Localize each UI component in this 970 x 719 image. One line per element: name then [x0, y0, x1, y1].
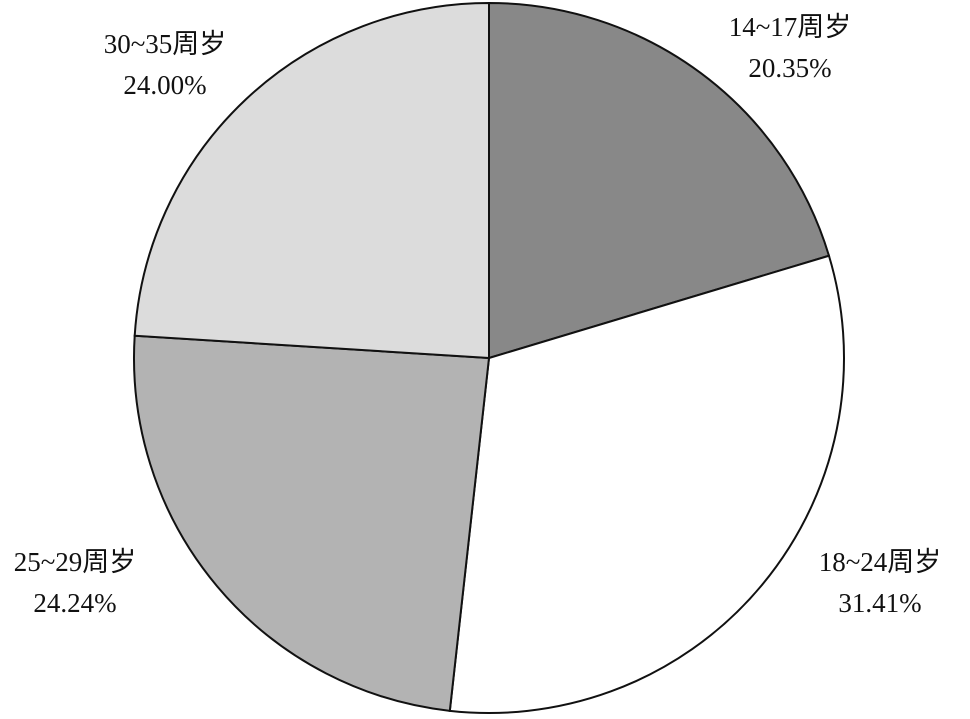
pie-slice: [448, 254, 845, 714]
pie-slice: [133, 1, 490, 360]
pie-slice: [133, 334, 491, 712]
slice-category-label: 30~35周岁: [104, 29, 227, 59]
slice-value-label: 24.24%: [33, 588, 116, 618]
slice-value-label: 20.35%: [748, 53, 831, 83]
slice-category-label: 18~24周岁: [819, 547, 942, 577]
slice-category-label: 14~17周岁: [729, 12, 852, 42]
slice-value-label: 31.41%: [838, 588, 921, 618]
pie-slice: [488, 1, 831, 360]
slice-value-label: 24.00%: [123, 70, 206, 100]
slice-category-label: 25~29周岁: [14, 547, 137, 577]
